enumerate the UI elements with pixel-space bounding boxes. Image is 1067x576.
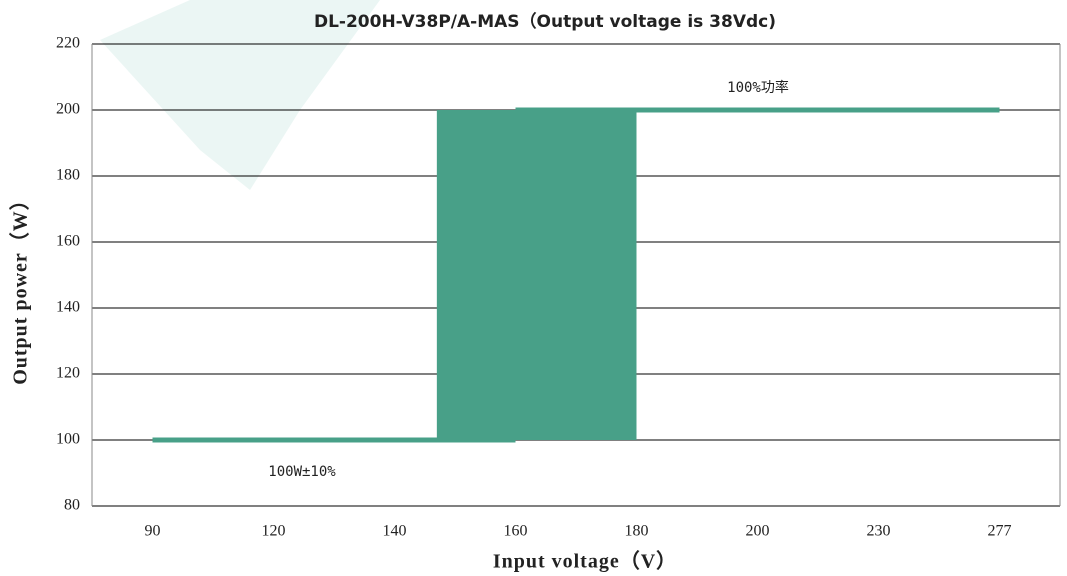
watermark	[100, 0, 380, 190]
y-tick-label: 220	[56, 35, 80, 52]
y-tick-label: 100	[56, 431, 80, 448]
y-tick-label: 180	[56, 167, 80, 184]
x-tick-label: 180	[625, 523, 649, 540]
x-tick-label: 230	[867, 523, 891, 540]
y-tick-label: 140	[56, 299, 80, 316]
y-tick-label: 160	[56, 233, 80, 250]
x-tick-label: 277	[988, 523, 1012, 540]
x-tick-label: 90	[145, 523, 161, 540]
y-tick-label: 80	[64, 497, 80, 514]
annotation: 100W±10%	[268, 464, 336, 480]
x-tick-label: 200	[746, 523, 770, 540]
chart-title: DL-200H-V38P/A-MAS（Output voltage is 38V…	[314, 11, 776, 32]
y-tick-label: 120	[56, 365, 80, 382]
y-tick-label: 200	[56, 101, 80, 118]
y-axis-label: Output power（W）	[9, 189, 32, 385]
x-tick-label: 160	[504, 523, 528, 540]
annotation: 100%功率	[727, 79, 789, 96]
range-block	[436, 110, 637, 440]
x-tick-label: 120	[262, 523, 286, 540]
x-tick-label: 140	[383, 523, 407, 540]
x-axis-label: Input voltage（V）	[493, 550, 677, 573]
